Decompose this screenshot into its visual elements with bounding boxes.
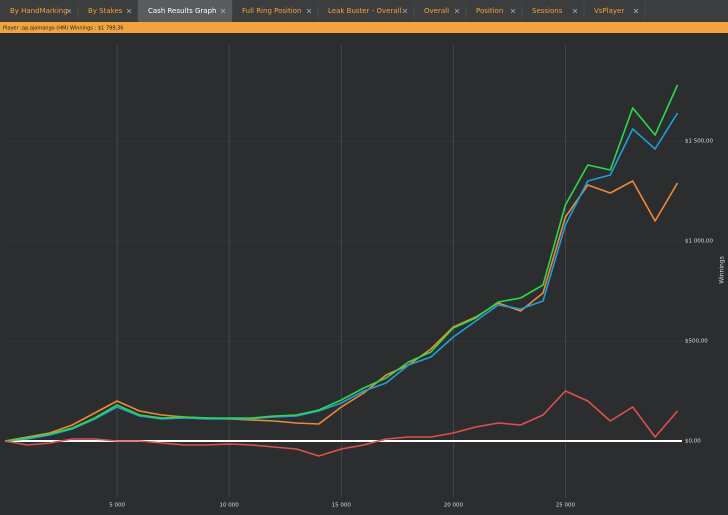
tab-close[interactable] bbox=[454, 8, 460, 14]
winnings-value: $1 799,36 bbox=[98, 26, 123, 32]
chart-background bbox=[0, 33, 728, 515]
tab-close[interactable] bbox=[126, 8, 132, 14]
player-name: ap.ajamango (HM) bbox=[22, 26, 68, 32]
winnings-label: Winnings : bbox=[70, 26, 96, 32]
tab-close[interactable] bbox=[306, 8, 312, 14]
y-axis-label: Winnings bbox=[719, 256, 726, 283]
tab[interactable]: Overall bbox=[424, 7, 449, 15]
series-line bbox=[4, 112, 679, 442]
series-line bbox=[4, 180, 679, 442]
tab[interactable]: Position bbox=[476, 7, 503, 15]
tab-close[interactable] bbox=[402, 8, 408, 14]
player-bar bbox=[0, 22, 728, 33]
x-tick-label: 15 000 bbox=[332, 503, 352, 509]
tab-close[interactable] bbox=[510, 8, 516, 14]
x-tick-label: 20 000 bbox=[444, 503, 464, 509]
tab[interactable]: By Stakes bbox=[88, 7, 123, 15]
tab[interactable]: Leak Buster - Overall bbox=[328, 7, 402, 15]
tab-close[interactable] bbox=[220, 8, 226, 14]
tab-close[interactable] bbox=[633, 8, 639, 14]
y-tick-label: $500,00 bbox=[685, 339, 708, 345]
tab[interactable]: Full Ring Position bbox=[242, 7, 301, 15]
series-line bbox=[4, 84, 679, 442]
tab-close[interactable] bbox=[66, 8, 72, 14]
y-tick-label: $1 500,00 bbox=[685, 139, 713, 145]
player-label: Player : bbox=[3, 26, 22, 32]
tab[interactable]: VsPlayer bbox=[594, 7, 624, 15]
tab[interactable]: By HandMarking bbox=[10, 7, 68, 15]
y-tick-label: $0,00 bbox=[685, 439, 701, 445]
x-tick-label: 5 000 bbox=[109, 503, 125, 509]
x-tick-label: 10 000 bbox=[220, 503, 240, 509]
tab-close[interactable] bbox=[572, 8, 578, 14]
y-tick-label: $1 000,00 bbox=[685, 239, 713, 245]
x-tick-label: 25 000 bbox=[556, 503, 576, 509]
tab-active bbox=[138, 0, 232, 22]
series-line bbox=[4, 390, 679, 457]
tab[interactable]: Cash Results Graph bbox=[148, 7, 216, 15]
tab[interactable]: Sessions bbox=[532, 7, 563, 15]
